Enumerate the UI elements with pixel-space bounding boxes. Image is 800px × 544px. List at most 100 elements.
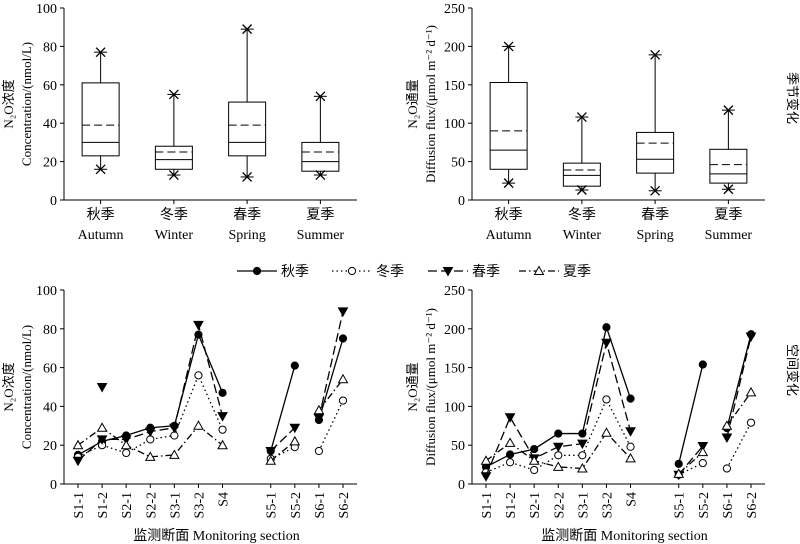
y-axis-label-line2: Diffusion flux/(μmol m⁻² d⁻¹) xyxy=(423,308,438,466)
y-tick-label: 50 xyxy=(451,439,465,454)
data-point xyxy=(169,423,180,434)
legend-item-夏季: 夏季 xyxy=(519,264,591,280)
data-point xyxy=(530,465,539,475)
data-point xyxy=(530,444,539,454)
y-tick-label: 40 xyxy=(43,117,57,132)
series-line xyxy=(270,365,296,452)
extreme-min-marker xyxy=(503,178,514,189)
y-tick-label: 150 xyxy=(444,79,465,94)
y-tick-label: 60 xyxy=(43,362,57,377)
y-tick-label: 0 xyxy=(458,478,465,493)
y-tick-label: 80 xyxy=(43,40,57,55)
data-point xyxy=(480,472,492,482)
extreme-max-marker xyxy=(315,91,326,102)
y-axis-label: N₂O通量 Diffusion flux/(μmol m⁻² d⁻¹) xyxy=(405,308,438,466)
y-axis-label-line2: Diffusion flux/(μmol m⁻² d⁻¹) xyxy=(423,25,438,183)
box-iqr xyxy=(636,131,675,174)
x-tick-label: S3-2 xyxy=(600,492,615,518)
x-tick-label: S5-1 xyxy=(673,492,688,518)
x-tick-label: S6-2 xyxy=(745,492,760,518)
legend-marker xyxy=(252,266,262,276)
data-point xyxy=(578,451,587,460)
data-point xyxy=(528,455,540,465)
box-flux-panel: 0 50 100 150 200 250 N₂O通量 Diffusion flux/(μmol… xyxy=(405,2,765,243)
y-tick-label: 0 xyxy=(50,478,57,493)
data-point xyxy=(552,442,564,453)
data-point xyxy=(721,433,733,443)
x-tick-label: S6-1 xyxy=(313,492,328,518)
x-tick-label: S2-1 xyxy=(120,492,135,518)
label-run: Diffusion flux/(μmol m⁻² d⁻¹) xyxy=(423,308,438,466)
series-line xyxy=(318,311,344,419)
x-tick-label: S4 xyxy=(625,492,640,507)
series-夏季 xyxy=(480,386,757,478)
label-run: N₂O xyxy=(405,105,420,128)
y-tick-label: 250 xyxy=(444,2,465,17)
x-axis-title: 监测断面 Monitoring section xyxy=(133,528,299,544)
label-run: 浓度 xyxy=(1,79,17,105)
data-point xyxy=(625,452,636,463)
y-axis-label: N₂O浓度 Concentration/(nmol/L) xyxy=(1,325,34,449)
data-point xyxy=(504,437,516,447)
legend-item-春季: 春季 xyxy=(428,264,500,280)
data-point xyxy=(218,425,227,434)
x-tick-label: S2-2 xyxy=(552,492,567,518)
data-point xyxy=(314,446,324,456)
extreme-max-marker xyxy=(95,47,106,58)
x-tick-label: S3-2 xyxy=(192,492,207,518)
data-point xyxy=(698,458,707,468)
line-concentration-panel: 0 20 40 60 80 100 N₂O浓度 Concentration/(nmol/L) S… xyxy=(1,284,357,544)
data-point xyxy=(698,360,707,369)
x-tick-label: S1-2 xyxy=(504,492,519,518)
y-tick-label: 80 xyxy=(43,323,57,338)
x-tick-label: S2-2 xyxy=(144,492,159,518)
data-point xyxy=(120,439,132,450)
x-tick-label: S1-2 xyxy=(96,492,111,518)
data-point xyxy=(697,441,709,452)
data-point xyxy=(577,462,588,473)
data-point xyxy=(601,338,612,349)
x-tick-label: S6-1 xyxy=(721,492,736,518)
data-point xyxy=(144,451,156,461)
data-point xyxy=(505,450,515,459)
extreme-min-marker xyxy=(650,185,661,196)
x-tick-label-en: Winter xyxy=(563,228,602,243)
series-line xyxy=(726,392,752,427)
series-春季 xyxy=(480,332,757,482)
data-point xyxy=(552,461,564,471)
data-point xyxy=(338,396,348,405)
data-point xyxy=(194,371,203,380)
x-tick-label: S6-2 xyxy=(337,492,352,518)
x-tick-label-cn: 春季 xyxy=(641,207,669,223)
x-tick-label-cn: 夏季 xyxy=(306,207,334,223)
data-point xyxy=(337,307,349,317)
data-point xyxy=(72,456,84,467)
data-point xyxy=(602,323,611,332)
legend: 秋季 冬季 春季 夏季 xyxy=(237,264,591,280)
legend-marker xyxy=(442,267,454,277)
x-tick-label: S4 xyxy=(217,492,232,507)
box-summer xyxy=(709,105,748,195)
label-run: 通量 xyxy=(406,79,421,105)
data-point xyxy=(626,394,635,403)
label-run: N₂O xyxy=(405,388,420,411)
extreme-max-marker xyxy=(168,89,179,100)
data-point xyxy=(72,439,84,450)
x-tick-label: S2-1 xyxy=(528,492,543,518)
y-tick-label: 100 xyxy=(36,2,57,17)
label-run: 监测断面 xyxy=(541,528,597,544)
label-run: N₂O xyxy=(1,388,16,411)
x-tick-label: S5-2 xyxy=(289,492,304,518)
x-tick-label-cn: 冬季 xyxy=(568,207,596,223)
data-point xyxy=(625,427,636,437)
data-point xyxy=(193,420,204,430)
y-tick-label: 200 xyxy=(444,40,465,55)
x-tick-label-cn: 春季 xyxy=(233,207,261,223)
line-flux-panel: 0 50 100 150 200 250 N₂O通量 Diffusion flux/(μmol… xyxy=(405,284,765,544)
series-line xyxy=(318,400,344,452)
y-tick-label: 150 xyxy=(444,362,465,377)
data-point xyxy=(721,420,733,430)
y-tick-label: 60 xyxy=(43,79,57,94)
section-label-spatial: 空间变化 xyxy=(784,344,800,396)
